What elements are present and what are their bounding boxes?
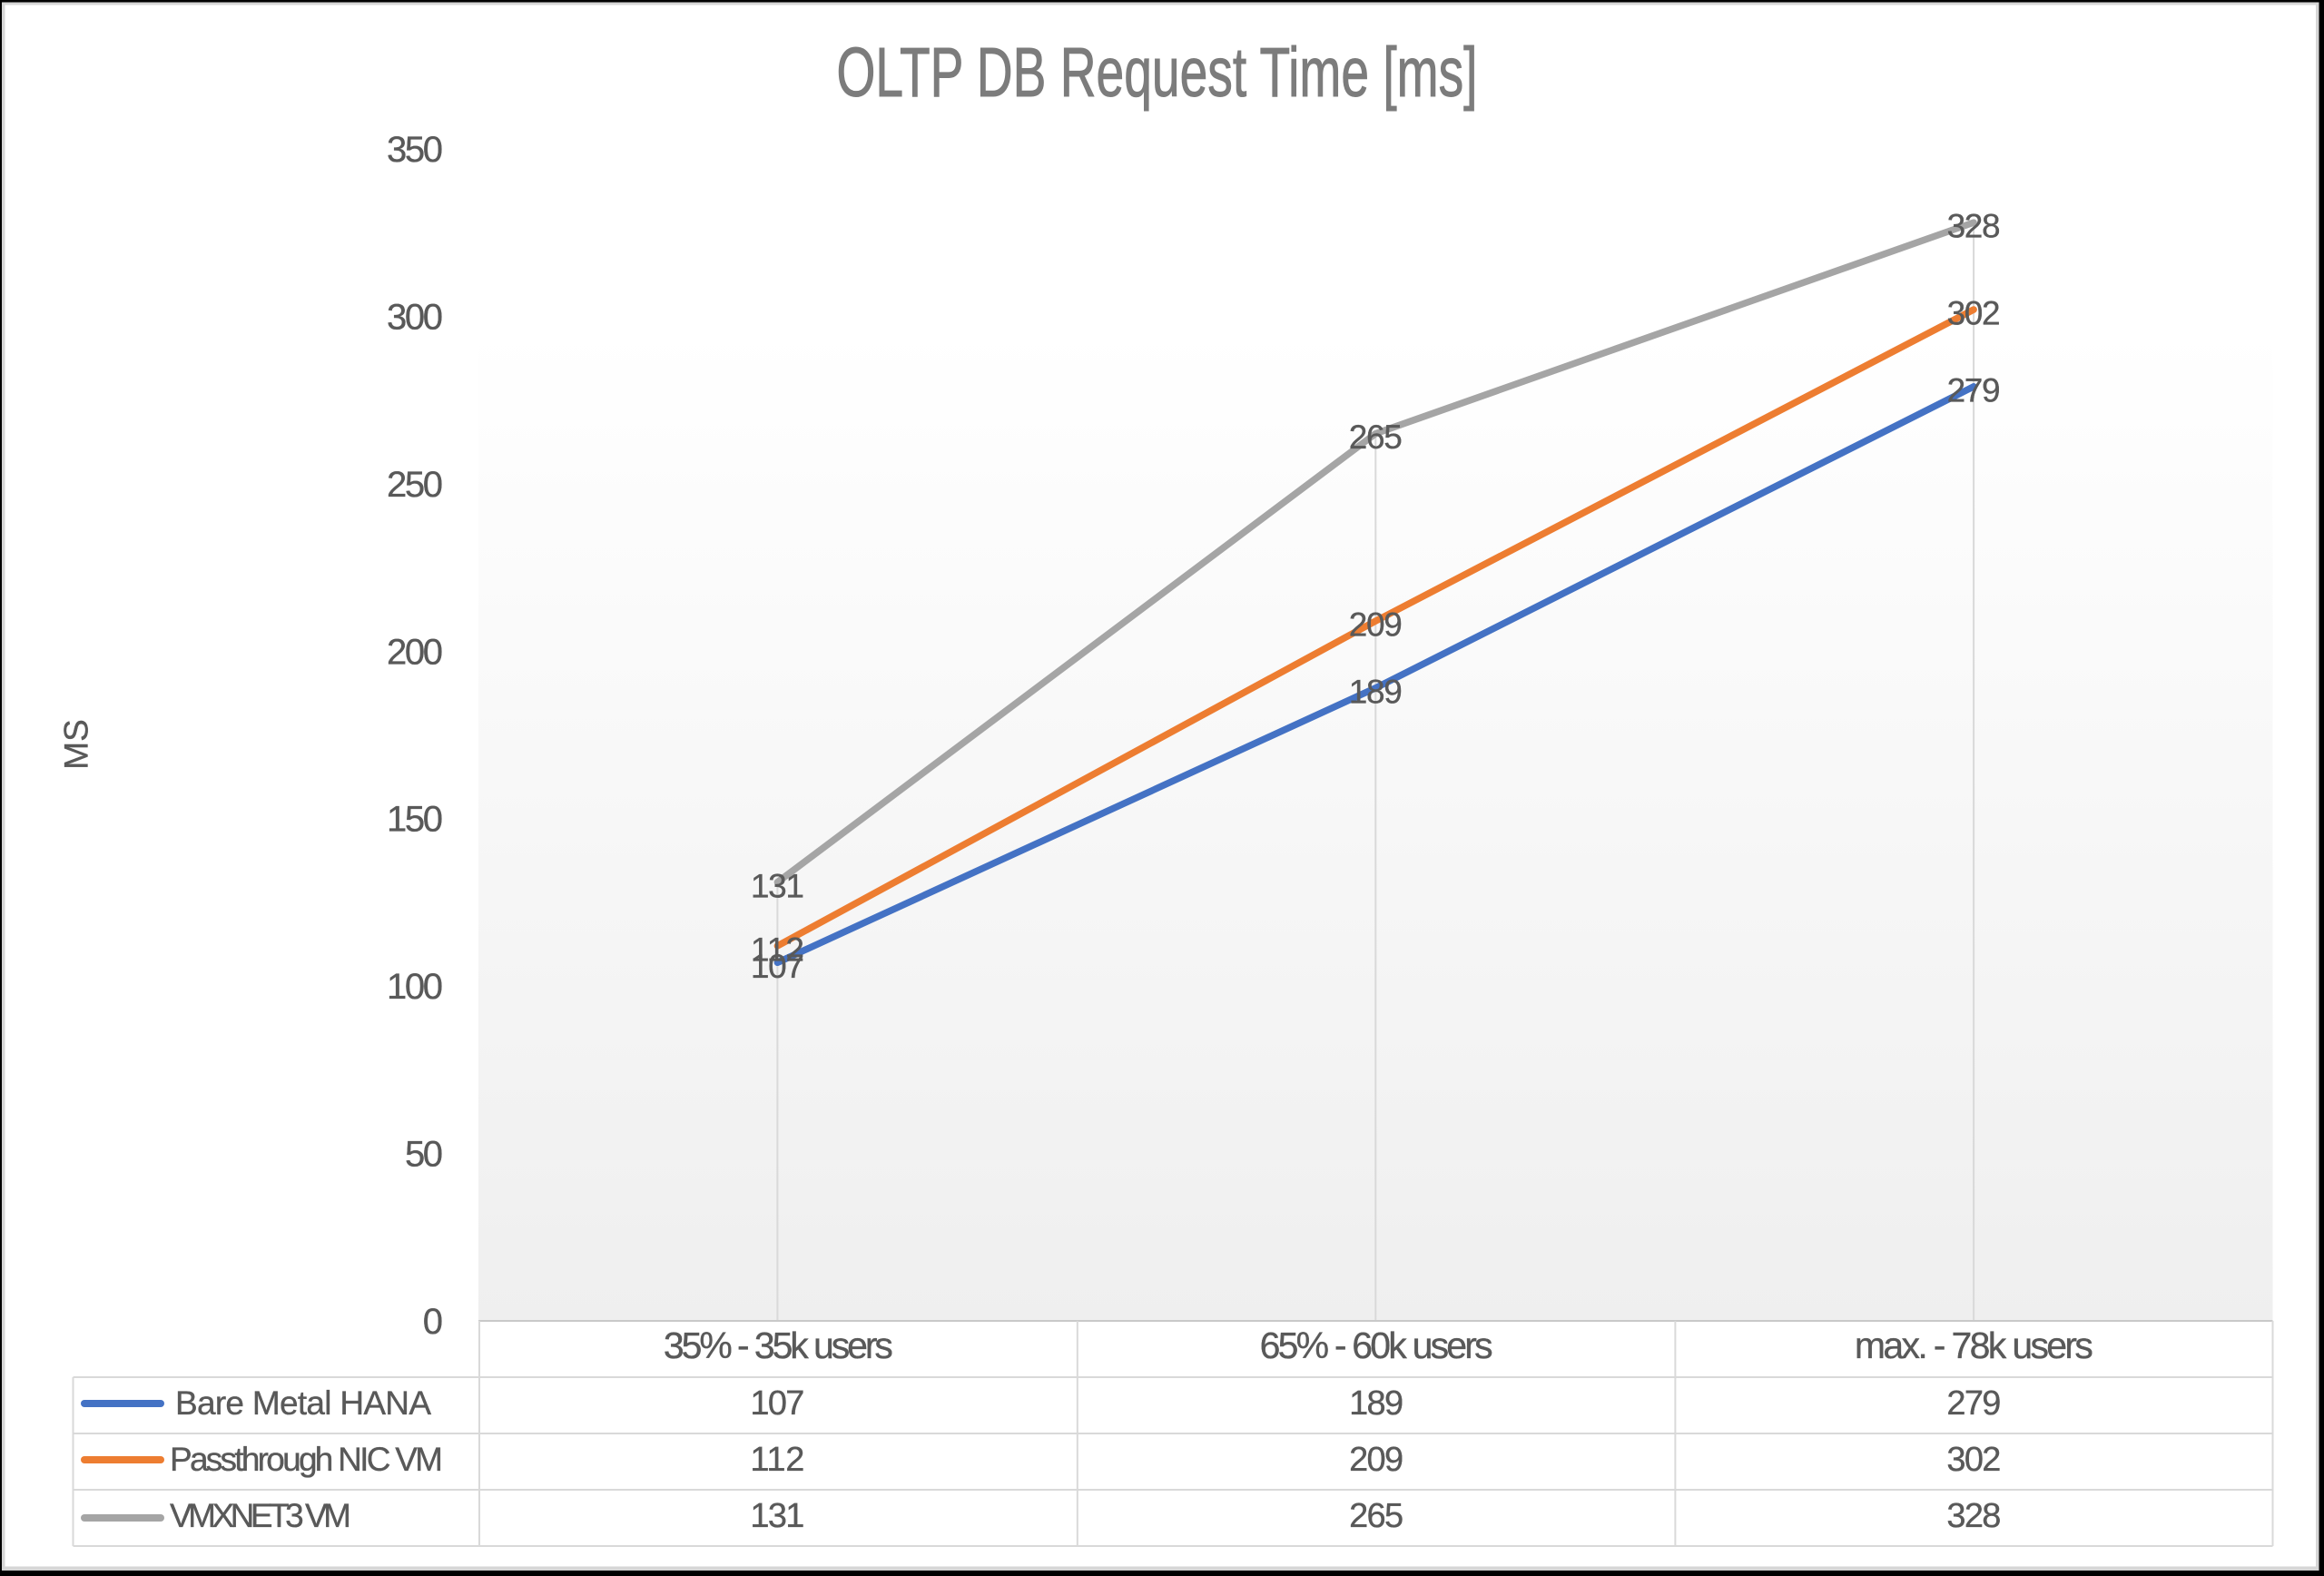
svg-text:189: 189	[1349, 1384, 1403, 1423]
svg-text:328: 328	[1946, 1497, 2001, 1535]
svg-text:265: 265	[1349, 419, 1403, 456]
svg-text:107: 107	[751, 948, 804, 985]
svg-text:50: 50	[405, 1135, 443, 1175]
svg-text:0: 0	[423, 1302, 443, 1342]
svg-text:328: 328	[1947, 208, 2001, 245]
svg-text:112: 112	[751, 931, 804, 968]
svg-text:Passthrough NIC VM: Passthrough NIC VM	[170, 1441, 443, 1478]
svg-text:131: 131	[750, 1497, 804, 1535]
svg-text:131: 131	[751, 867, 804, 904]
svg-text:Bare Metal HANA: Bare Metal HANA	[175, 1384, 431, 1422]
svg-text:209: 209	[1349, 1441, 1403, 1479]
svg-text:250: 250	[387, 465, 443, 505]
svg-text:107: 107	[750, 1384, 804, 1423]
svg-text:302: 302	[1946, 1441, 2001, 1479]
svg-text:350: 350	[387, 130, 443, 170]
svg-text:max. - 78k users: max. - 78k users	[1855, 1325, 2093, 1366]
svg-text:265: 265	[1349, 1497, 1403, 1535]
svg-text:279: 279	[1946, 1384, 2001, 1423]
svg-text:100: 100	[387, 967, 443, 1007]
svg-text:35% - 35k users: 35% - 35k users	[664, 1325, 893, 1366]
svg-text:65% - 60k users: 65% - 60k users	[1260, 1325, 1493, 1366]
svg-text:OLTP DB Request Time [ms]: OLTP DB Request Time [ms]	[837, 34, 1478, 112]
svg-text:279: 279	[1947, 371, 2001, 409]
svg-text:189: 189	[1349, 673, 1403, 710]
svg-text:300: 300	[387, 297, 443, 337]
svg-text:209: 209	[1349, 606, 1403, 644]
svg-text:112: 112	[750, 1441, 804, 1479]
svg-text:MS: MS	[58, 719, 95, 770]
svg-text:VMXNET3 VM: VMXNET3 VM	[170, 1497, 351, 1534]
svg-text:302: 302	[1947, 295, 2001, 332]
svg-text:150: 150	[387, 800, 443, 840]
svg-text:200: 200	[387, 632, 443, 672]
